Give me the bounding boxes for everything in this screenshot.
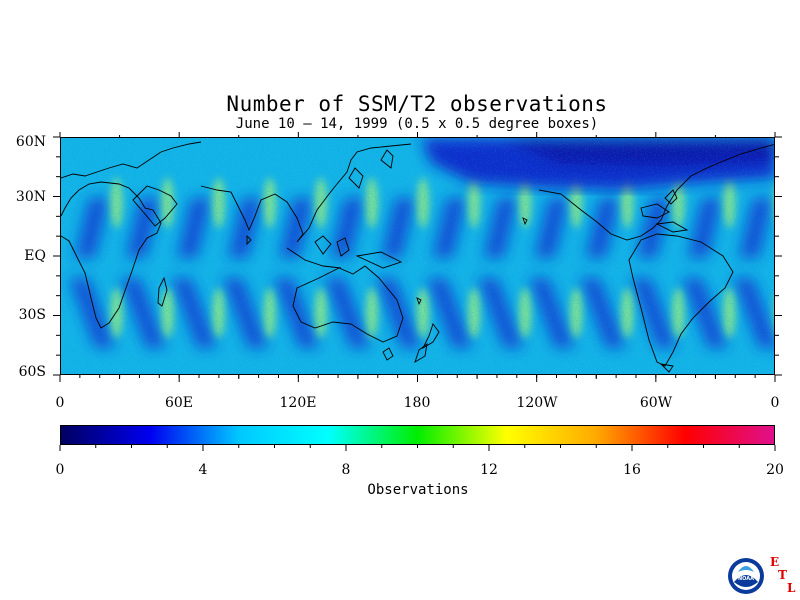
lon-label-120e: 120E [279, 395, 317, 411]
high-count-band [774, 178, 775, 228]
colorbar-tick-20: 20 [766, 462, 784, 478]
colorbar-tick-16: 16 [623, 462, 641, 478]
lat-label-30s: 30S [18, 307, 46, 323]
lat-label-eq: EQ [24, 248, 46, 264]
map-subtitle: June 10 – 14, 1999 (0.5 x 0.5 degree box… [235, 116, 599, 132]
lat-label-60s: 60S [18, 364, 46, 380]
lon-label-60e: 60E [164, 395, 194, 411]
noise-texture [61, 138, 774, 374]
logo-letter-l: L [787, 581, 796, 595]
coastlines [61, 141, 774, 373]
lon-label-180: 180 [403, 395, 431, 411]
lat-label-30n: 30N [15, 189, 46, 205]
noaa-logo-icon: NOAA E T L [728, 555, 796, 595]
map-title: Number of SSM/T2 observations [226, 92, 608, 116]
svg-text:NOAA: NOAA [738, 576, 754, 582]
colorbar-tick-4: 4 [198, 462, 208, 478]
observation-map [60, 137, 775, 375]
logo-letter-e: E [770, 555, 779, 569]
lon-label-120w: 120W [516, 395, 558, 411]
lon-label-0: 0 [55, 395, 65, 411]
lon-label-60w: 60W [639, 395, 673, 411]
logo-letter-t: T [778, 568, 787, 582]
colorbar-tick-0: 0 [55, 462, 65, 478]
colorbar-tick-12: 12 [480, 462, 498, 478]
colorbar-tick-8: 8 [341, 462, 351, 478]
high-count-band [774, 288, 775, 338]
colorbar-title: Observations [367, 482, 469, 498]
colorbar [60, 425, 775, 445]
lat-label-60n: 60N [15, 134, 46, 150]
lon-label-0-east: 0 [770, 395, 780, 411]
observation-field [61, 138, 775, 374]
